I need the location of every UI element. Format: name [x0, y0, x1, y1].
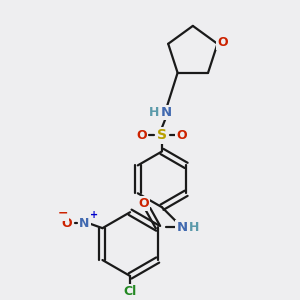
- Text: O: O: [139, 197, 149, 210]
- Text: O: O: [61, 217, 72, 230]
- Text: O: O: [177, 129, 187, 142]
- Text: N: N: [160, 106, 172, 119]
- Text: O: O: [137, 129, 147, 142]
- Text: N: N: [79, 217, 90, 230]
- Text: H: H: [189, 221, 199, 234]
- Text: +: +: [90, 210, 99, 220]
- Text: N: N: [176, 221, 188, 234]
- Text: Cl: Cl: [123, 285, 137, 298]
- Text: −: −: [57, 207, 68, 220]
- Text: H: H: [149, 106, 159, 119]
- Text: O: O: [217, 36, 228, 49]
- Text: S: S: [157, 128, 167, 142]
